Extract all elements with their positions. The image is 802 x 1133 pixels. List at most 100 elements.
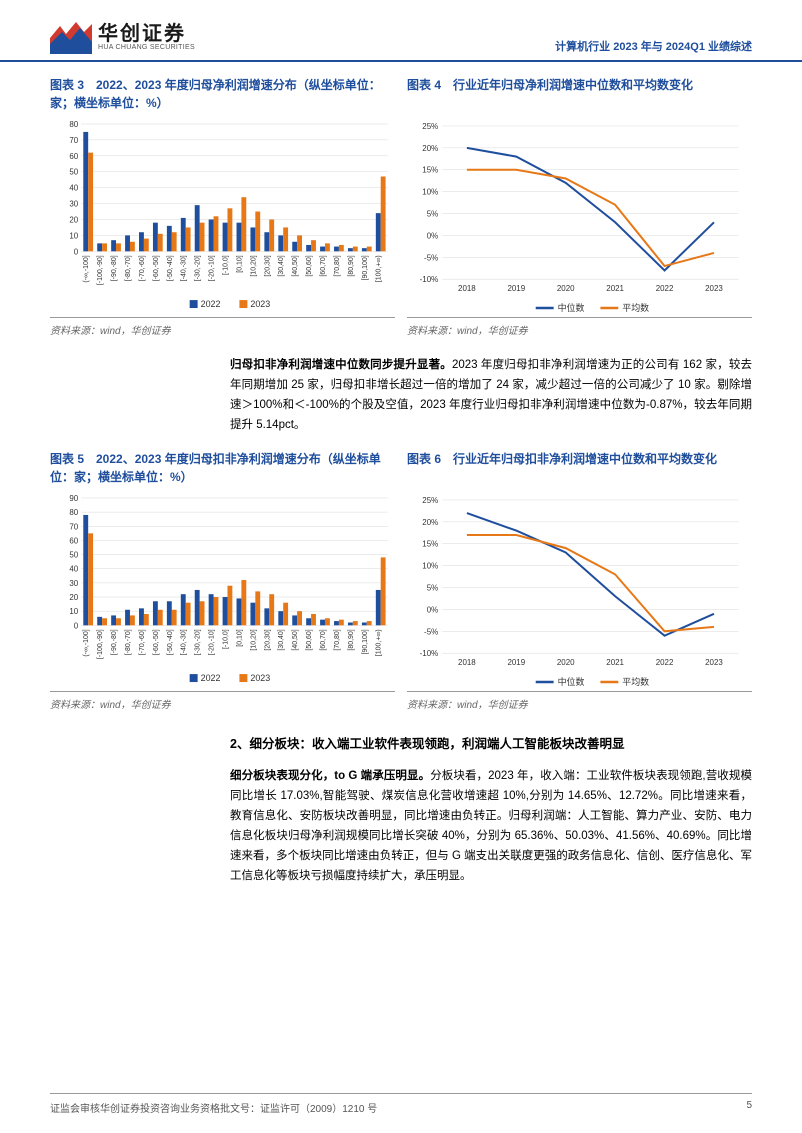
svg-text:50: 50 <box>69 550 78 559</box>
svg-text:5%: 5% <box>427 210 439 219</box>
svg-text:[50,60]: [50,60] <box>306 255 313 276</box>
svg-text:10%: 10% <box>422 188 438 197</box>
svg-text:25%: 25% <box>422 122 438 131</box>
svg-text:[-30,-20]: [-30,-20] <box>195 629 202 655</box>
svg-text:[20,30]: [20,30] <box>264 629 271 650</box>
section-2-heading: 2、细分板块：收入端工业软件表现领跑，利润端人工智能板块改善明显 <box>230 733 752 752</box>
svg-text:[70,80]: [70,80] <box>334 629 341 650</box>
svg-text:[-20,-10]: [-20,-10] <box>209 255 216 281</box>
svg-text:40: 40 <box>69 184 78 193</box>
svg-text:[-10,0]: [-10,0] <box>222 629 229 649</box>
svg-text:[-50,-40]: [-50,-40] <box>167 255 174 281</box>
svg-text:0: 0 <box>74 247 79 256</box>
logo-text-cn: 华创证券 <box>98 24 195 44</box>
svg-text:[0,10]: [0,10] <box>236 629 243 646</box>
svg-text:2022: 2022 <box>656 658 674 667</box>
svg-text:60: 60 <box>69 536 78 545</box>
footer-left: 证监会审核华创证券投资咨询业务资格批文号：证监许可（2009）1210 号 <box>50 1100 377 1115</box>
svg-text:2021: 2021 <box>606 658 624 667</box>
svg-text:10: 10 <box>69 231 78 240</box>
svg-text:[-60,-50]: [-60,-50] <box>153 255 160 281</box>
svg-text:[-20,-10]: [-20,-10] <box>209 629 216 655</box>
svg-text:10: 10 <box>69 607 78 616</box>
svg-text:2021: 2021 <box>606 284 624 293</box>
svg-text:2018: 2018 <box>458 284 476 293</box>
svg-text:2020: 2020 <box>557 284 575 293</box>
chart-6: 图表 6 行业近年归母扣非净利润增速中位数和平均数变化 -10%-5%0%5%1… <box>407 450 752 725</box>
svg-text:[-50,-40]: [-50,-40] <box>167 629 174 655</box>
chart-6-title: 图表 6 行业近年归母扣非净利润增速中位数和平均数变化 <box>407 450 752 486</box>
chart-3-title: 图表 3 2022、2023 年度归母净利润增速分布（纵坐标单位：家；横坐标单位… <box>50 76 395 112</box>
svg-text:[100,+∞): [100,+∞) <box>376 629 383 656</box>
page-header: 华创证券 HUA CHUANG SECURITIES 计算机行业 2023 年与… <box>0 0 802 62</box>
chart-5-source: 资料来源：wind，华创证券 <box>50 696 395 711</box>
paragraph-2: 细分板块表现分化，to G 端承压明显。分板块看，2023 年，收入端：工业软件… <box>230 766 752 887</box>
svg-text:[60,70]: [60,70] <box>320 255 327 276</box>
chart-4-canvas: -10%-5%0%5%10%15%20%25%20182019202020212… <box>407 118 752 318</box>
svg-text:10%: 10% <box>422 561 438 570</box>
svg-text:-10%: -10% <box>420 275 439 284</box>
svg-text:[90,100]: [90,100] <box>362 255 369 280</box>
svg-text:2023: 2023 <box>250 673 270 683</box>
document-title: 计算机行业 2023 年与 2024Q1 业绩综述 <box>555 38 752 54</box>
svg-text:50: 50 <box>69 168 78 177</box>
logo-mark-icon <box>50 20 92 54</box>
svg-text:[80,90]: [80,90] <box>348 255 355 276</box>
svg-text:2022: 2022 <box>201 673 221 683</box>
svg-text:[30,40]: [30,40] <box>278 629 285 650</box>
svg-text:20: 20 <box>69 593 78 602</box>
svg-text:60: 60 <box>69 152 78 161</box>
svg-text:70: 70 <box>69 136 78 145</box>
svg-text:[-70,-60]: [-70,-60] <box>139 629 146 655</box>
chart-6-canvas: -10%-5%0%5%10%15%20%25%20182019202020212… <box>407 492 752 692</box>
svg-text:2019: 2019 <box>507 284 525 293</box>
page-number: 5 <box>746 1100 752 1115</box>
para1-bold: 归母扣非净利润增速中位数同步提升显著。 <box>230 359 452 371</box>
svg-text:[90,100]: [90,100] <box>362 629 369 654</box>
svg-text:[-100,-90]: [-100,-90] <box>97 629 104 659</box>
svg-text:[40,50]: [40,50] <box>292 255 299 276</box>
svg-text:[-60,-50]: [-60,-50] <box>153 629 160 655</box>
svg-text:90: 90 <box>69 493 78 502</box>
svg-text:[-30,-20]: [-30,-20] <box>195 255 202 281</box>
svg-text:[60,70]: [60,70] <box>320 629 327 650</box>
svg-text:0: 0 <box>74 621 79 630</box>
svg-text:30: 30 <box>69 578 78 587</box>
svg-text:[80,90]: [80,90] <box>348 629 355 650</box>
logo-text-en: HUA CHUANG SECURITIES <box>98 44 195 51</box>
svg-text:-10%: -10% <box>420 649 439 658</box>
para2-bold: 细分板块表现分化，to G 端承压明显。 <box>230 770 430 782</box>
page-footer: 证监会审核华创证券投资咨询业务资格批文号：证监许可（2009）1210 号 5 <box>50 1093 752 1115</box>
svg-text:平均数: 平均数 <box>622 302 649 313</box>
svg-text:30: 30 <box>69 200 78 209</box>
svg-text:2023: 2023 <box>250 299 270 309</box>
chart-3-source: 资料来源：wind，华创证券 <box>50 322 395 337</box>
svg-text:2023: 2023 <box>705 284 723 293</box>
logo: 华创证券 HUA CHUANG SECURITIES <box>50 20 195 54</box>
svg-text:15%: 15% <box>422 539 438 548</box>
svg-text:(-∞,-100]: (-∞,-100] <box>83 255 90 282</box>
svg-text:2023: 2023 <box>705 658 723 667</box>
svg-text:20%: 20% <box>422 144 438 153</box>
svg-text:2022: 2022 <box>656 284 674 293</box>
chart-6-source: 资料来源：wind，华创证券 <box>407 696 752 711</box>
svg-text:80: 80 <box>69 508 78 517</box>
svg-text:20: 20 <box>69 215 78 224</box>
svg-text:[-40,-30]: [-40,-30] <box>181 255 188 281</box>
svg-text:5%: 5% <box>427 583 439 592</box>
svg-text:2018: 2018 <box>458 658 476 667</box>
chart-4: 图表 4 行业近年归母净利润增速中位数和平均数变化 -10%-5%0%5%10%… <box>407 76 752 351</box>
chart-5: 图表 5 2022、2023 年度归母扣非净利润增速分布（纵坐标单位：家；横坐标… <box>50 450 395 725</box>
svg-text:[-100,-90]: [-100,-90] <box>97 255 104 285</box>
svg-text:[0,10]: [0,10] <box>236 255 243 272</box>
svg-text:0%: 0% <box>427 605 439 614</box>
content-area: 图表 3 2022、2023 年度归母净利润增速分布（纵坐标单位：家；横坐标单位… <box>0 62 802 886</box>
para2-text: 分板块看，2023 年，收入端：工业软件板块表现领跑,营收规模同比增长 17.0… <box>230 770 752 883</box>
svg-text:15%: 15% <box>422 166 438 175</box>
svg-text:40: 40 <box>69 564 78 573</box>
svg-text:[50,60]: [50,60] <box>306 629 313 650</box>
svg-text:[-90,-80]: [-90,-80] <box>111 255 118 281</box>
svg-text:2019: 2019 <box>507 658 525 667</box>
paragraph-1: 归母扣非净利润增速中位数同步提升显著。2023 年度归母扣非净利润增速为正的公司… <box>230 355 752 436</box>
svg-text:80: 80 <box>69 120 78 129</box>
